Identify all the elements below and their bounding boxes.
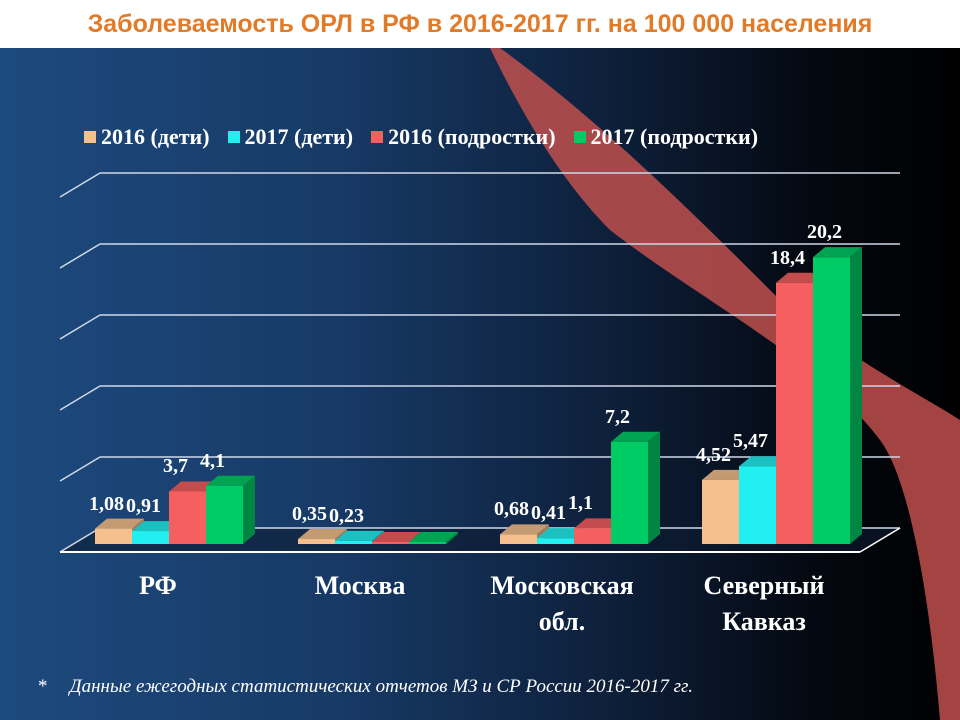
bar-top	[335, 530, 384, 541]
bar	[574, 528, 611, 544]
category-label-line: Северный	[703, 571, 825, 600]
bar-top	[132, 521, 181, 532]
gridline-depth	[59, 385, 101, 411]
bar	[500, 534, 537, 544]
title-bar: Заболеваемость ОРЛ в РФ в 2016-2017 гг. …	[0, 0, 960, 48]
legend-item: 2016 (дети)	[84, 124, 210, 150]
bar	[702, 479, 739, 544]
gridline-depth	[59, 527, 101, 553]
data-label: 4,52	[696, 443, 731, 466]
bar	[739, 466, 776, 544]
category-label-line: РФ	[139, 571, 177, 600]
legend-label: 2016 (дети)	[101, 124, 210, 149]
legend-label: 2017 (подростки)	[590, 124, 759, 149]
category-label: Северный Кавказ	[654, 568, 874, 640]
legend-item: 2016 (подростки)	[371, 124, 556, 150]
data-label: 0,68	[494, 498, 529, 521]
chart-floor	[60, 528, 900, 552]
gridline-depth	[59, 314, 101, 340]
data-label: 5,47	[733, 430, 768, 453]
data-label: 3,7	[163, 455, 188, 478]
legend-swatch-icon	[573, 131, 586, 143]
bar	[611, 441, 648, 544]
bar-top	[611, 431, 660, 442]
bar-top	[574, 518, 623, 529]
bar-top	[702, 469, 751, 480]
bar	[409, 542, 446, 544]
chart-title: Заболеваемость ОРЛ в РФ в 2016-2017 гг. …	[87, 9, 873, 38]
bar-top	[298, 529, 347, 540]
bar	[813, 257, 850, 544]
bar-top	[537, 528, 586, 539]
category-label: РФ	[48, 568, 268, 604]
data-label: 1,08	[89, 492, 124, 515]
category-label-line: Московская	[490, 571, 634, 600]
bar-top	[372, 532, 421, 542]
bar-top	[739, 456, 788, 467]
data-label: 20,2	[807, 221, 842, 244]
bar	[537, 538, 574, 544]
data-label: 1,1	[568, 492, 593, 515]
data-label: 0,41	[531, 502, 566, 525]
decorative-swoosh	[490, 48, 960, 720]
gridline-depth	[59, 243, 101, 269]
legend-item: 2017 (подростки)	[573, 124, 759, 150]
legend-swatch-icon	[84, 131, 96, 143]
footnote: * Данные ежегодных статистических отчетов…	[38, 676, 693, 698]
bar	[95, 528, 132, 544]
bar-top	[169, 481, 218, 492]
category-label: Москва	[250, 568, 470, 604]
category-label-line: обл.	[538, 607, 586, 636]
footnote-marker: *	[38, 676, 48, 697]
bar	[132, 531, 169, 544]
data-label: 4,1	[200, 449, 225, 472]
bar-top	[500, 524, 549, 535]
data-label: 18,4	[770, 246, 805, 269]
bar	[169, 491, 206, 544]
chart-plot	[59, 48, 960, 720]
bar-top	[409, 532, 458, 542]
data-label: 0,35	[292, 503, 327, 526]
data-label: 0,91	[126, 495, 161, 518]
bar-side	[446, 532, 458, 544]
legend-swatch-icon	[371, 131, 384, 143]
category-label-line: Москва	[314, 571, 406, 600]
chart-area	[0, 48, 960, 720]
bar-side	[648, 431, 660, 544]
bar	[335, 540, 372, 544]
bar-side	[243, 475, 255, 544]
legend-label: 2016 (подростки)	[388, 124, 556, 149]
bar	[206, 485, 243, 544]
legend-item: 2017 (дети)	[227, 124, 354, 150]
gridline-depth	[59, 456, 101, 482]
data-label: 7,2	[605, 405, 630, 428]
bar-top	[776, 272, 825, 283]
gridline-depth	[59, 172, 101, 198]
legend-label: 2017 (дети)	[244, 124, 354, 149]
bar-side	[850, 247, 862, 544]
bar	[776, 282, 813, 544]
category-label-line: Кавказ	[722, 607, 806, 636]
category-label: Московская обл.	[452, 568, 672, 640]
bar	[372, 542, 409, 544]
floor-right-edge	[859, 527, 901, 553]
data-label: 0,23	[329, 504, 364, 527]
legend-swatch-icon	[227, 131, 240, 143]
bar-top	[95, 518, 144, 529]
bar-top	[813, 247, 862, 258]
footnote-text: Данные ежегодных статистических отчетов …	[69, 676, 693, 697]
bar	[298, 539, 335, 544]
legend: 2016 (дети) 2017 (дети) 2016 (подростки) 20…	[84, 124, 758, 150]
bar-top	[206, 475, 255, 486]
